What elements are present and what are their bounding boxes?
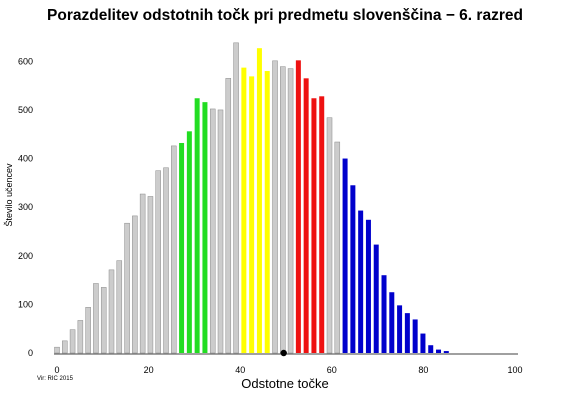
bar-blue bbox=[358, 210, 364, 353]
bar-blue bbox=[373, 244, 379, 353]
x-tick-label: 0 bbox=[54, 365, 59, 375]
bar-grey bbox=[77, 320, 84, 354]
bar-grey bbox=[124, 222, 130, 354]
bar-blue bbox=[420, 333, 426, 353]
bar-grey bbox=[116, 260, 123, 354]
y-tick-label: 400 bbox=[18, 154, 33, 164]
mean-marker bbox=[280, 349, 287, 357]
bar-grey bbox=[155, 170, 161, 354]
bar-grey bbox=[209, 108, 216, 354]
bar-grey bbox=[163, 167, 169, 354]
bar-grey bbox=[171, 145, 177, 354]
source-note: Vir: RIC 2015 bbox=[37, 376, 74, 382]
x-tick-label: 40 bbox=[235, 365, 245, 375]
bar-blue bbox=[350, 185, 356, 353]
x-tick-label: 20 bbox=[144, 365, 154, 375]
bar-grey bbox=[139, 193, 146, 354]
bar-green bbox=[186, 131, 192, 353]
y-tick-label: 100 bbox=[18, 299, 33, 309]
bar-blue bbox=[381, 275, 387, 353]
y-tick-label: 600 bbox=[18, 56, 33, 66]
y-tick-label: 300 bbox=[18, 202, 33, 212]
bar-yellow bbox=[241, 67, 247, 354]
y-tick-label: 200 bbox=[18, 251, 33, 261]
x-axis-label: Odstotne točke bbox=[241, 376, 328, 391]
bar-red bbox=[303, 78, 309, 354]
bar-red bbox=[319, 96, 325, 354]
bar-blue bbox=[428, 345, 434, 353]
bar-yellow bbox=[249, 76, 255, 353]
bar-grey bbox=[62, 340, 68, 354]
bar-grey bbox=[54, 346, 60, 354]
bar-green bbox=[202, 102, 208, 353]
bar-grey bbox=[100, 287, 107, 354]
bar-grey bbox=[69, 329, 76, 354]
bar-grey bbox=[217, 109, 224, 354]
bar-green bbox=[194, 98, 200, 353]
bars bbox=[54, 42, 449, 357]
bar-grey bbox=[85, 307, 91, 354]
bar-blue bbox=[404, 313, 410, 353]
bar-grey bbox=[108, 269, 115, 354]
bar-blue bbox=[436, 349, 442, 353]
bar-grey bbox=[93, 283, 99, 354]
x-tick-label: 60 bbox=[327, 365, 337, 375]
bar-blue bbox=[389, 292, 395, 353]
y-tick-label: 0 bbox=[28, 348, 33, 358]
bar-grey bbox=[233, 42, 239, 354]
bar-yellow bbox=[264, 71, 270, 354]
bar-blue bbox=[412, 319, 418, 353]
bar-grey bbox=[287, 68, 294, 354]
bar-grey bbox=[147, 196, 154, 354]
x-axis: 0 20 40 60 80 100 bbox=[54, 353, 523, 375]
bar-red bbox=[295, 60, 301, 353]
bar-yellow bbox=[256, 48, 262, 353]
x-tick-label: 80 bbox=[418, 365, 428, 375]
bar-grey bbox=[334, 141, 341, 354]
bar-blue bbox=[342, 158, 348, 353]
bar-blue bbox=[365, 219, 371, 353]
bar-grey bbox=[280, 66, 286, 354]
bar-grey bbox=[272, 60, 278, 354]
chart-title: Porazdelitev odstotnih točk pri predmetu… bbox=[47, 7, 523, 24]
y-tick-label: 500 bbox=[18, 105, 33, 115]
x-tick-label: 100 bbox=[507, 365, 522, 375]
y-axis-label: Število učencev bbox=[4, 163, 14, 227]
y-axis: 0 100 200 300 400 500 600 bbox=[18, 56, 33, 358]
bar-red bbox=[311, 98, 317, 353]
bar-grey bbox=[132, 215, 138, 354]
bar-grey bbox=[225, 78, 232, 354]
bar-blue bbox=[443, 351, 449, 353]
bar-green bbox=[179, 142, 185, 353]
bar-blue bbox=[397, 305, 403, 353]
bar-grey bbox=[326, 117, 333, 354]
